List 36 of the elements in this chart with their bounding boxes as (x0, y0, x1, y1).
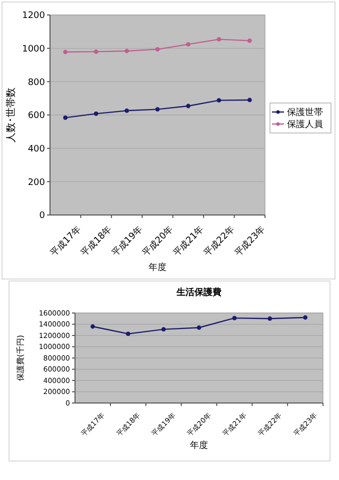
point (186, 104, 190, 108)
point (155, 107, 160, 112)
y-tick-label: 200 (28, 178, 46, 188)
y-tick-label: 600 (28, 111, 46, 122)
y-tick-label: 400 (28, 144, 46, 154)
point (216, 98, 222, 103)
point (63, 50, 68, 54)
x-axis-title: 年度 (190, 440, 208, 451)
chart-title: 生活保護費 (176, 287, 222, 298)
y-tick-label: 1200 (22, 11, 46, 22)
x-tick-label: 平成23年 (232, 224, 268, 259)
y-tick-label: 800 (28, 78, 46, 88)
point (216, 37, 222, 42)
point (247, 98, 252, 102)
point (303, 315, 308, 320)
y-tick-label: 0 (39, 211, 46, 222)
legend-label: 保護世帯 (287, 107, 323, 118)
point (247, 38, 252, 43)
x-axis-title: 年度 (148, 262, 166, 273)
point (94, 111, 98, 116)
point (232, 316, 237, 320)
point (90, 324, 95, 329)
legend-label: 保護人員 (287, 119, 323, 130)
point (63, 115, 68, 120)
point (268, 316, 272, 321)
point (126, 332, 130, 336)
point (161, 327, 166, 332)
point (124, 48, 129, 54)
point (155, 47, 160, 52)
point (124, 108, 129, 113)
y-tick-label: 1000 (22, 44, 46, 54)
y-axis-title: 保護費(千円) (16, 334, 25, 382)
point (186, 42, 190, 47)
point (94, 49, 98, 54)
point (196, 325, 202, 330)
y-axis-title: 人数･世帯数 (5, 88, 17, 142)
